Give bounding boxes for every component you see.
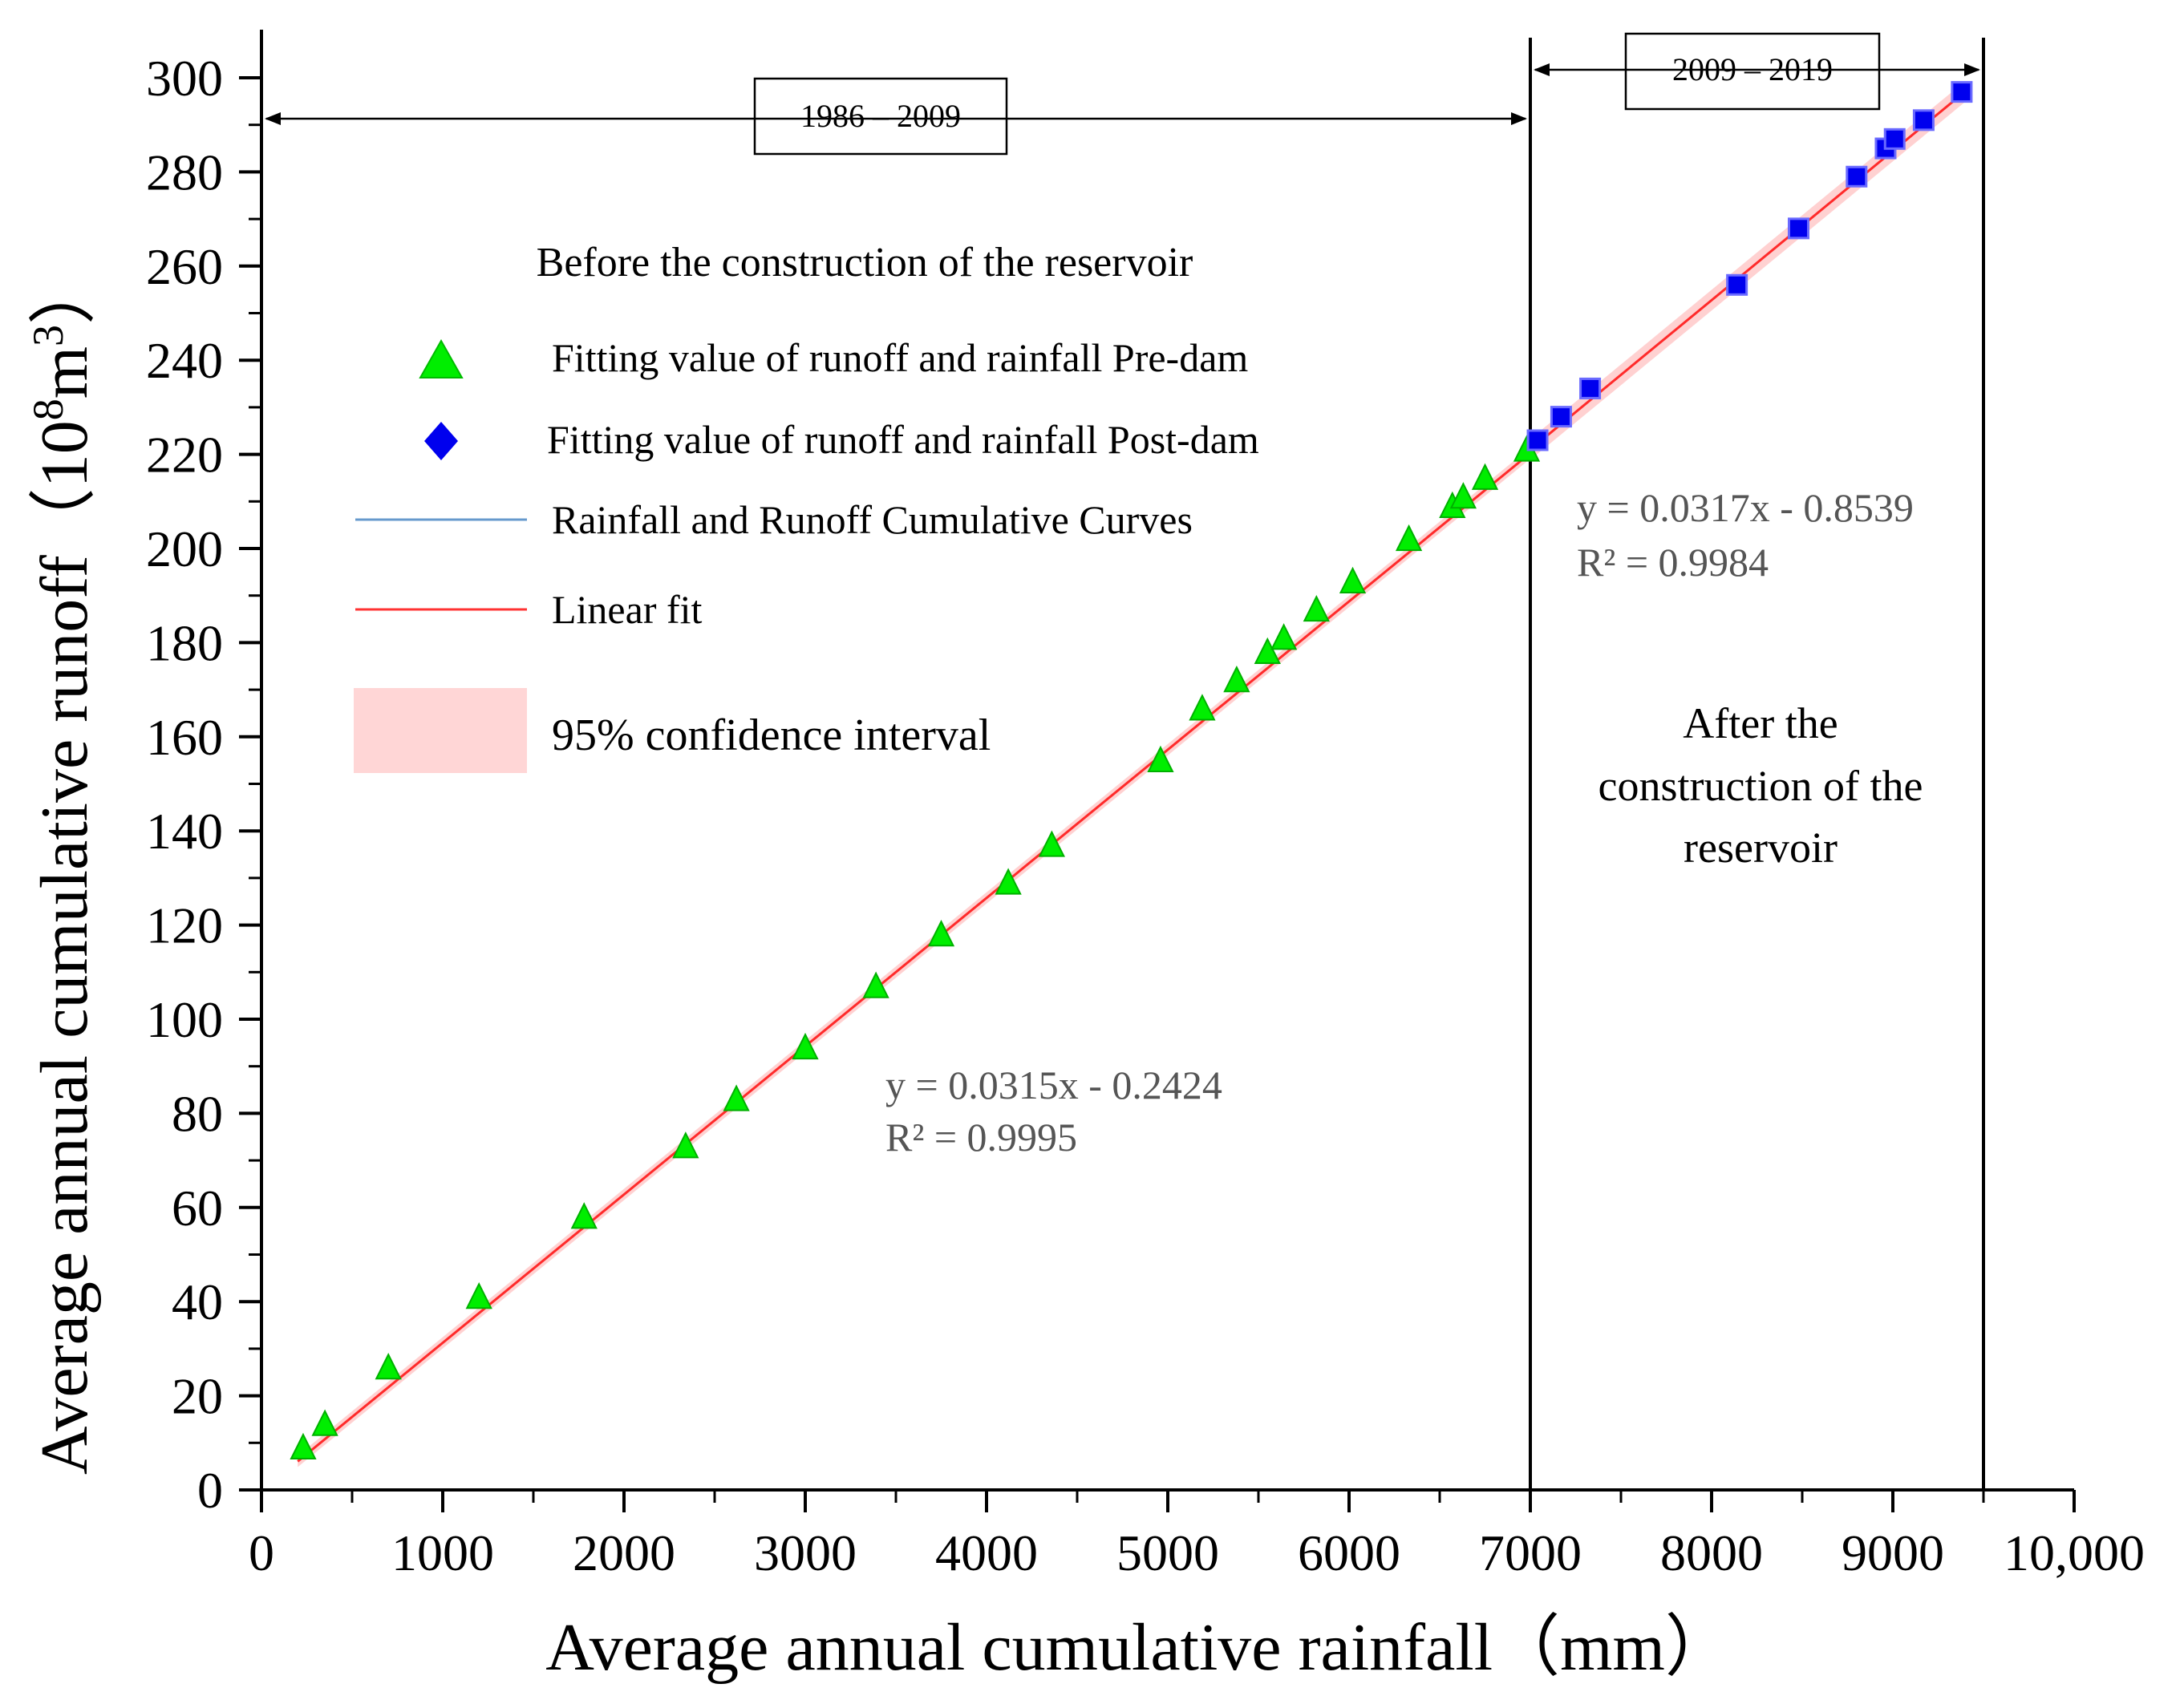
period-dividers [1529, 38, 1985, 1490]
y-tick-label: 100 [146, 991, 223, 1048]
after-label-line-3: reservoir [1684, 824, 1838, 872]
legend-ci-band [354, 688, 527, 773]
y-tick-label: 200 [146, 520, 223, 577]
fit-line [297, 451, 1531, 1463]
y-tick-label: 0 [197, 1462, 223, 1519]
post-dam-point [1883, 128, 1906, 150]
pre-dam-point [1147, 745, 1174, 773]
y-tick-label: 160 [146, 709, 223, 766]
pre-dam-point [1303, 594, 1330, 622]
pre-dam-point [672, 1131, 699, 1159]
y-tick-label: 240 [146, 332, 223, 389]
post-dam-point [1526, 429, 1549, 451]
y-tick-label: 120 [146, 897, 223, 954]
post-dam-point [1846, 165, 1868, 188]
y-tick-label: 220 [146, 427, 223, 484]
post-dam-point [1579, 377, 1602, 399]
y-axis-title: Average annual cumulative runoff（108m3） [24, 257, 102, 1475]
x-tick-label: 6000 [1298, 1524, 1400, 1581]
post-dam-point [1787, 217, 1809, 240]
x-tick-label: 1000 [391, 1524, 494, 1581]
x-tick-label: 5000 [1116, 1524, 1219, 1581]
y-axis-title-unit-exp: 3 [24, 325, 72, 346]
pre-dam-point [1449, 482, 1477, 509]
y-tick-label: 60 [172, 1180, 223, 1237]
legend-title: Before the construction of the reservoir [537, 240, 1193, 285]
pre-dam-point [1270, 623, 1298, 650]
y-axis-title-close: ） [27, 257, 102, 325]
x-tick-label: 3000 [754, 1524, 857, 1581]
x-tick-label: 0 [249, 1524, 274, 1581]
y-tick-label: 180 [146, 614, 223, 671]
legend: Before the construction of the reservoir… [354, 240, 1259, 773]
legend-label-pre: Fitting value of runoff and rainfall Pre… [552, 335, 1248, 380]
post-dam-point [1912, 109, 1935, 132]
pre-dam-point [1471, 463, 1499, 490]
x-axis-title: Average annual cumulative rainfall（mm） [545, 1610, 1732, 1685]
x-tick-label: 10,000 [2004, 1524, 2145, 1581]
pre-dam-point [1038, 830, 1065, 857]
pre-dam-point [723, 1084, 750, 1111]
after-label-line-1: After the [1683, 699, 1838, 747]
legend-label-curve: Rainfall and Runoff Cumulative Curves [552, 497, 1193, 542]
pre-dam-point [375, 1353, 402, 1380]
period-annotations: 1986 – 2009 2009 – 2019 [265, 32, 1980, 156]
pre-fit-r2: R² = 0.9995 [885, 1115, 1077, 1160]
y-tick-label: 280 [146, 144, 223, 200]
post-dam-point [1951, 81, 1973, 103]
legend-triangle-marker [419, 338, 464, 378]
x-tick-label: 7000 [1479, 1524, 1582, 1581]
pre-dam-point [465, 1281, 492, 1309]
pre-dam-point [311, 1409, 338, 1436]
y-axis-title-unit: m [27, 346, 102, 399]
pre-dam-point [927, 919, 955, 947]
pre-dam-point [1254, 637, 1281, 665]
post-fit-equation: y = 0.0317x - 0.8539 [1577, 485, 1914, 530]
axes: 0 1000 2000 3000 4000 5000 6000 7000 8000 9000 10,… [146, 30, 2145, 1581]
legend-label-ci: 95% confidence interval [552, 710, 991, 760]
pre-dam-point [792, 1032, 819, 1060]
pre-dam-point [290, 1432, 317, 1460]
pre-dam-point [1395, 524, 1423, 552]
y-axis-title-exp: 8 [24, 399, 72, 420]
pre-fit-equation: y = 0.0315x - 0.2424 [885, 1063, 1222, 1107]
legend-diamond-marker [424, 422, 458, 460]
y-tick-label: 140 [146, 803, 223, 860]
pre-dam-point [995, 868, 1022, 895]
period-1-label: 1986 – 2009 [800, 98, 961, 134]
y-tick-label: 20 [172, 1368, 223, 1425]
x-tick-label: 2000 [573, 1524, 675, 1581]
y-tick-label: 40 [172, 1273, 223, 1330]
post-dam-point [1550, 406, 1572, 428]
pre-dam-point [1223, 665, 1250, 693]
post-fit-r2: R² = 0.9984 [1577, 540, 1769, 585]
y-axis-title-main: Average annual cumulative runoff（10 [27, 420, 102, 1475]
data-points [290, 81, 1973, 1460]
pre-dam-point [570, 1202, 598, 1229]
y-tick-label: 80 [172, 1085, 223, 1142]
x-tick-label: 4000 [935, 1524, 1038, 1581]
x-tick-label: 8000 [1660, 1524, 1763, 1581]
x-tick-label: 9000 [1842, 1524, 1944, 1581]
y-tick-label: 260 [146, 238, 223, 295]
y-tick-label: 300 [146, 50, 223, 107]
post-dam-point [1726, 273, 1748, 296]
pre-dam-point [862, 971, 889, 998]
legend-label-fit: Linear fit [552, 587, 703, 632]
legend-label-post: Fitting value of runoff and rainfall Pos… [547, 417, 1259, 462]
pre-dam-point [1189, 694, 1216, 721]
after-label-line-2: construction of the [1598, 762, 1923, 810]
pre-dam-point [1339, 566, 1367, 593]
